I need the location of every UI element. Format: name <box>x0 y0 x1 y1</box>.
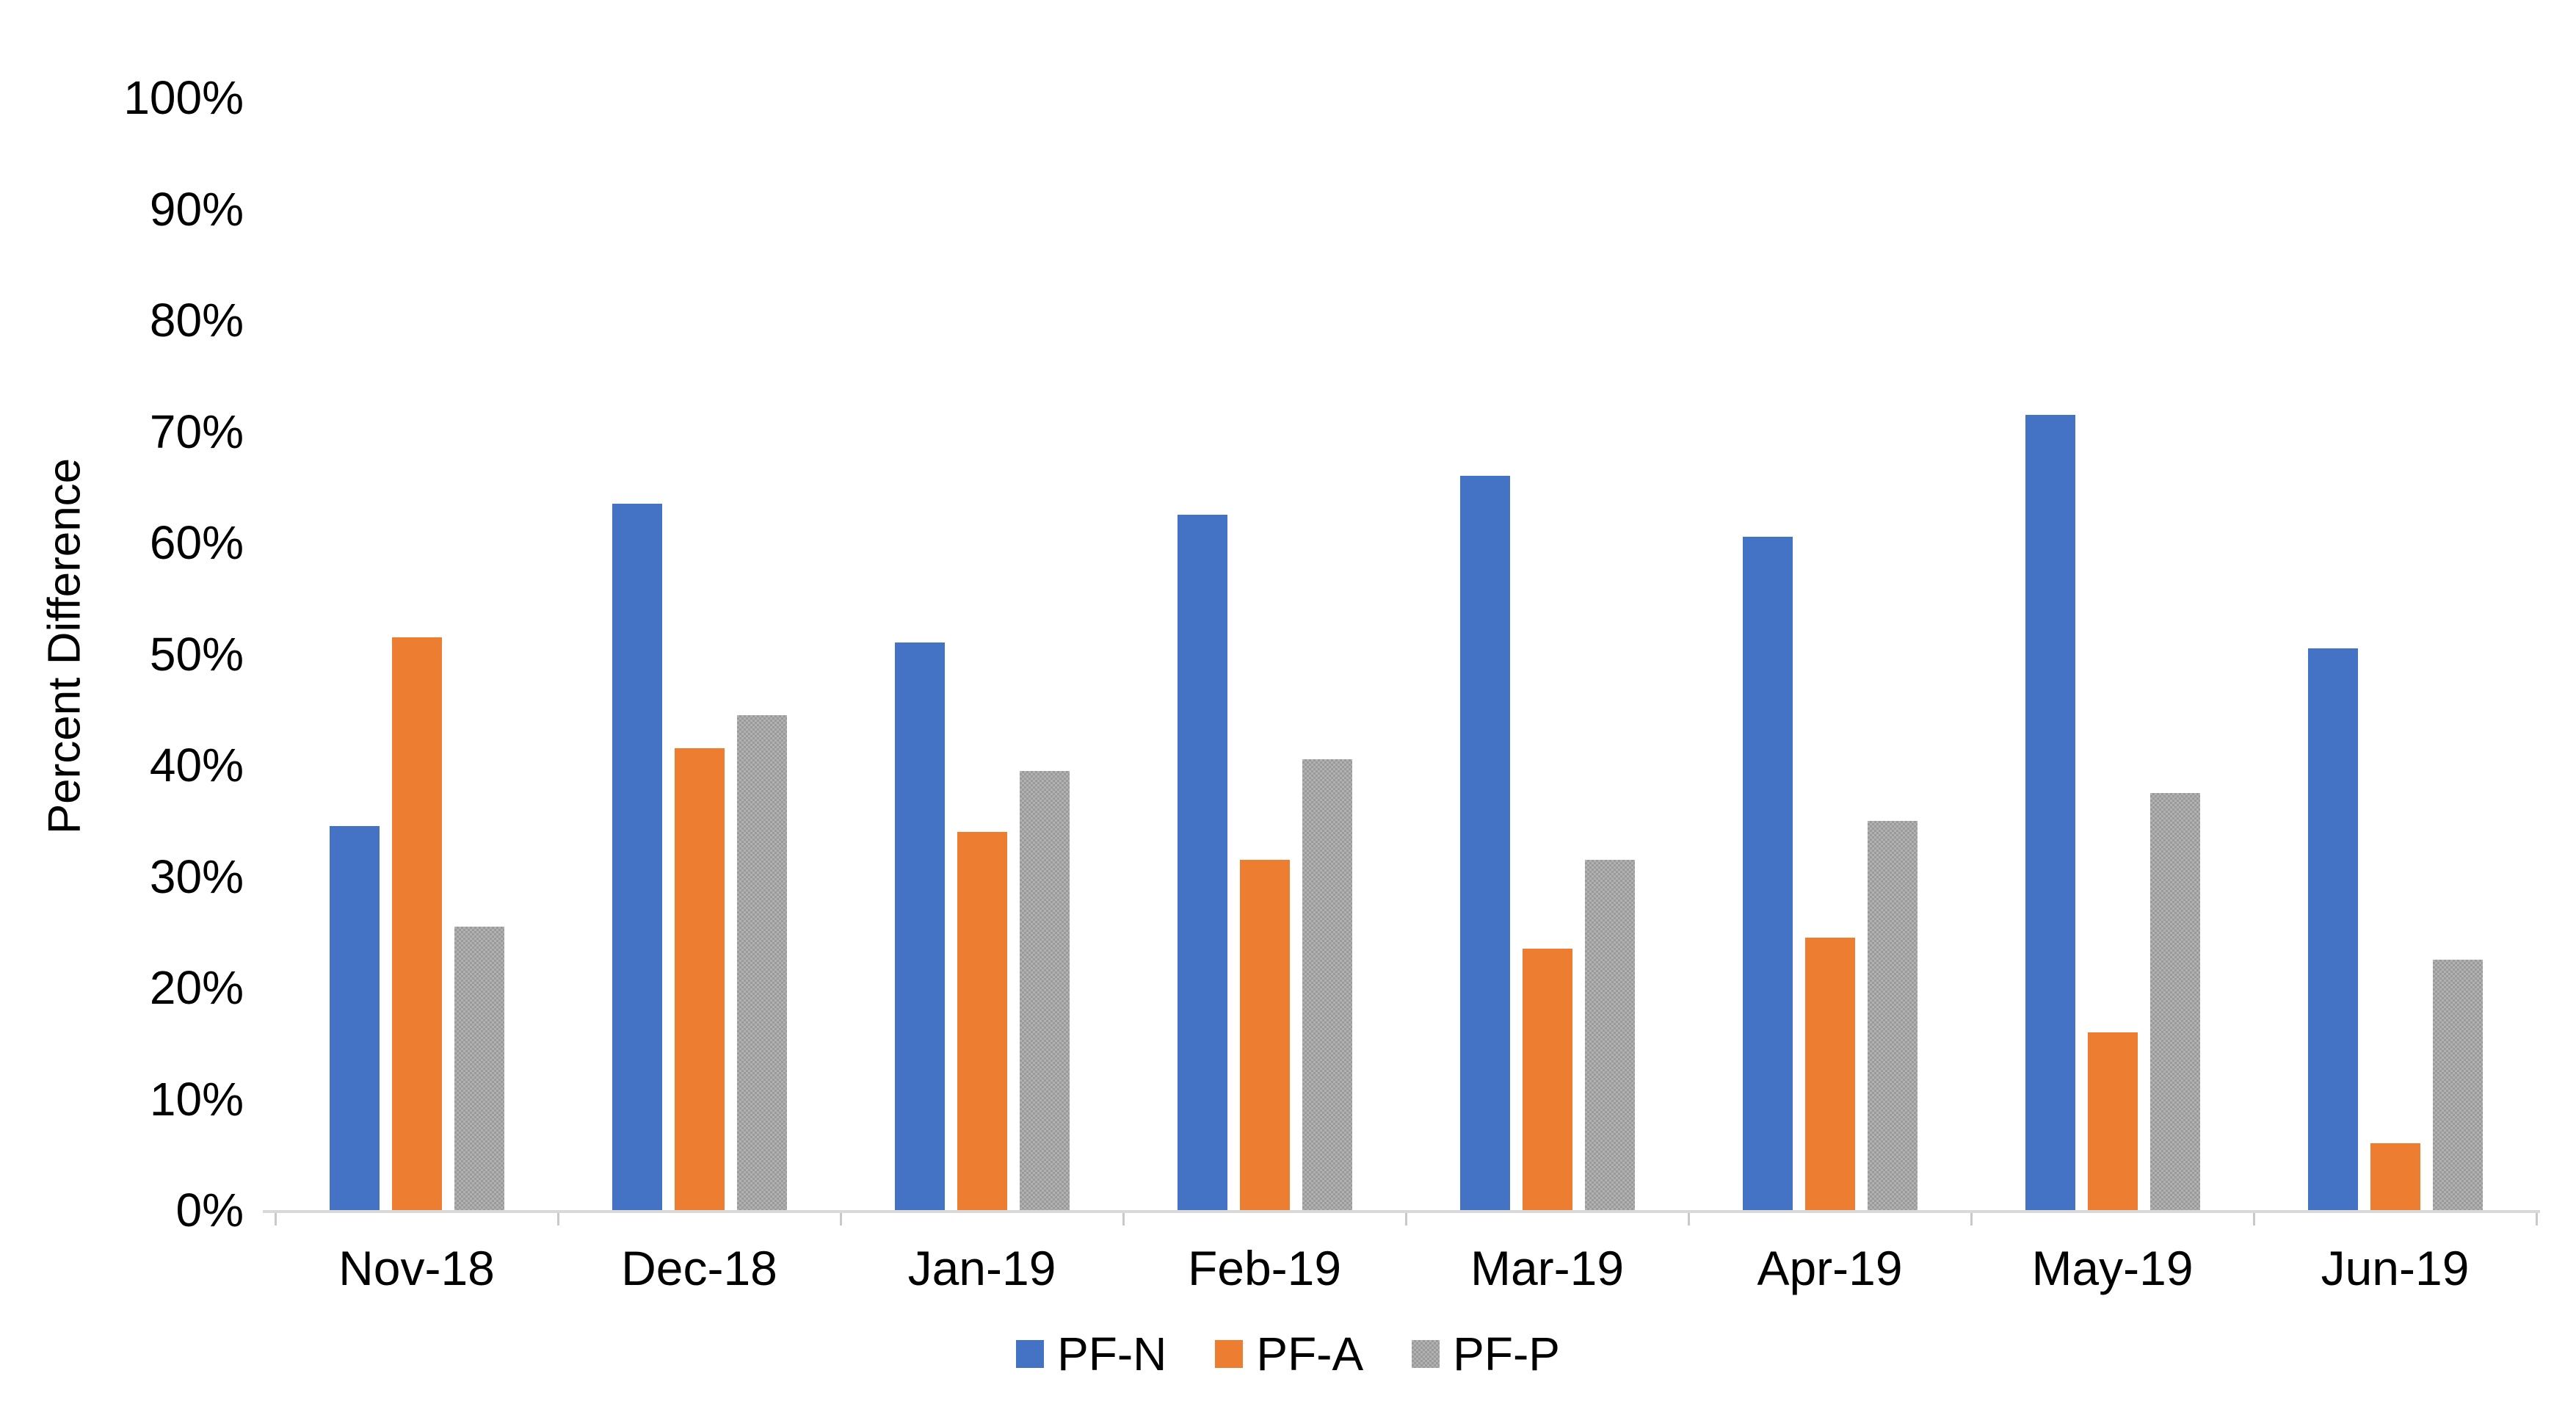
y-tick-label: 60% <box>149 516 244 569</box>
bar-PF-N-Dec-18 <box>612 503 662 1210</box>
bar-group-Feb-19 <box>1123 98 1406 1210</box>
x-axis-tick <box>1688 1213 1690 1225</box>
x-category-label: Mar-19 <box>1470 1241 1625 1295</box>
legend: PF-N PF-A PF-P <box>0 1330 2576 1377</box>
x-category-label: Apr-19 <box>1757 1241 1903 1295</box>
bar-PF-A-Jan-19 <box>957 831 1007 1210</box>
x-category-label: May-19 <box>2031 1241 2194 1295</box>
bar-PF-P-Mar-19 <box>1584 859 1635 1210</box>
x-axis-line <box>263 1210 2540 1213</box>
y-tick-label: 40% <box>149 739 244 792</box>
bar-PF-A-Dec-18 <box>674 748 725 1210</box>
bar-group-Apr-19 <box>1688 98 1971 1210</box>
x-axis-tick <box>1405 1213 1407 1225</box>
legend-label-PF-N: PF-N <box>1057 1328 1167 1380</box>
legend-label-PF-A: PF-A <box>1256 1328 1364 1380</box>
legend-item-PF-P: PF-P <box>1412 1330 1560 1377</box>
bar-PF-N-Jun-19 <box>2307 648 2358 1210</box>
bar-PF-N-Jan-19 <box>894 642 945 1210</box>
bar-group-Dec-18 <box>558 98 841 1210</box>
bar-PF-A-May-19 <box>2087 1032 2138 1210</box>
x-axis-tick <box>2253 1213 2255 1225</box>
y-tick-label: 80% <box>149 294 244 347</box>
y-tick-label: 0% <box>175 1184 244 1237</box>
y-tick-label: 20% <box>149 961 244 1014</box>
y-tick-label: 70% <box>149 405 244 458</box>
y-tick-label: 10% <box>149 1072 244 1126</box>
bar-group-Jun-19 <box>2254 98 2536 1210</box>
bar-PF-P-Feb-19 <box>1302 759 1352 1210</box>
y-tick-label: 50% <box>149 627 244 681</box>
bar-PF-P-Apr-19 <box>1867 820 1918 1210</box>
bar-PF-A-Apr-19 <box>1804 937 1855 1210</box>
x-category-label: Jan-19 <box>907 1241 1056 1295</box>
x-axis-tick <box>1122 1213 1125 1225</box>
legend-swatch-PF-N <box>1016 1340 1045 1368</box>
x-category-label: Nov-18 <box>338 1241 495 1295</box>
bar-PF-A-Jun-19 <box>2370 1143 2420 1210</box>
y-tick-label: 100% <box>123 71 244 124</box>
legend-item-PF-A: PF-A <box>1215 1330 1363 1377</box>
bar-group-Nov-18 <box>275 98 558 1210</box>
x-axis-tick <box>275 1213 277 1225</box>
y-tick-label: 30% <box>149 850 244 903</box>
bar-PF-N-Apr-19 <box>1742 537 1793 1210</box>
x-axis-tick <box>557 1213 559 1225</box>
bar-group-May-19 <box>1971 98 2254 1210</box>
y-tick-label: 90% <box>149 182 244 236</box>
x-axis-tick <box>2536 1213 2538 1225</box>
bar-group-Jan-19 <box>841 98 1123 1210</box>
bar-PF-P-May-19 <box>2149 792 2200 1210</box>
bar-PF-P-Jan-19 <box>1019 770 1070 1210</box>
bar-PF-A-Mar-19 <box>1522 948 1572 1210</box>
bar-PF-P-Dec-18 <box>736 714 787 1210</box>
x-category-label: Dec-18 <box>621 1241 777 1295</box>
x-axis-tick <box>840 1213 842 1225</box>
bar-PF-N-Nov-18 <box>329 826 380 1210</box>
bar-PF-P-Jun-19 <box>2432 960 2483 1210</box>
x-category-label: Jun-19 <box>2321 1241 2470 1295</box>
legend-swatch-PF-P <box>1412 1340 1440 1368</box>
bar-group-Mar-19 <box>1406 98 1688 1210</box>
plot-area <box>275 98 2536 1210</box>
x-category-label: Feb-19 <box>1187 1241 1342 1295</box>
bar-PF-N-Mar-19 <box>1459 476 1510 1210</box>
bar-PF-A-Nov-18 <box>391 637 442 1210</box>
legend-label-PF-P: PF-P <box>1453 1328 1560 1380</box>
bar-PF-P-Nov-18 <box>454 926 504 1210</box>
bar-PF-A-Feb-19 <box>1239 859 1290 1210</box>
legend-swatch-PF-A <box>1215 1340 1244 1368</box>
bar-PF-N-May-19 <box>2025 414 2075 1210</box>
x-axis-tick <box>1970 1213 1973 1225</box>
legend-item-PF-N: PF-N <box>1016 1330 1167 1377</box>
bar-PF-N-Feb-19 <box>1177 515 1227 1210</box>
